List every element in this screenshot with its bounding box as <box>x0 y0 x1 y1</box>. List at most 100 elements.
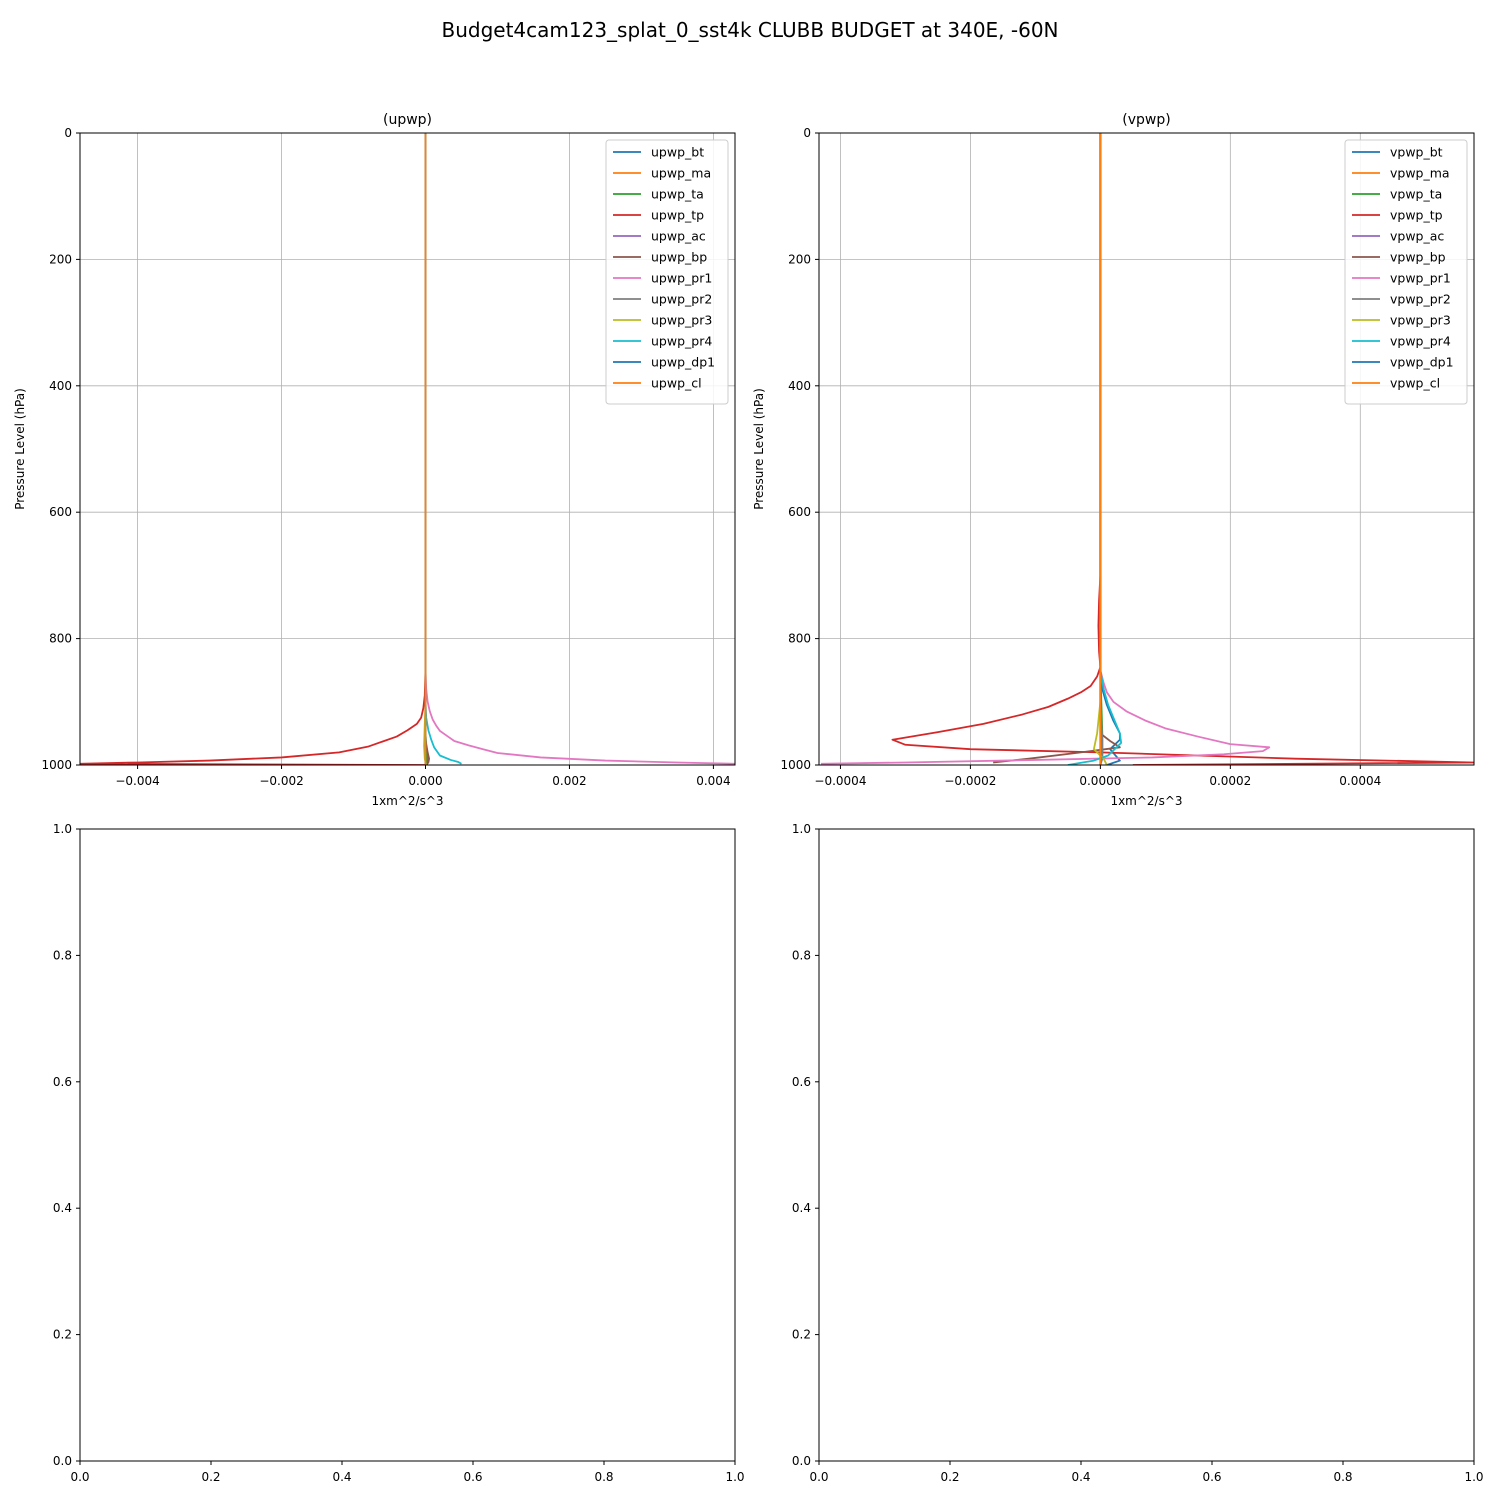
x-tick-label: 0.2 <box>940 1470 959 1484</box>
y-tick-label: 0.8 <box>53 948 72 962</box>
y-tick-label: 0.2 <box>792 1328 811 1342</box>
y-tick-label: 0.0 <box>792 1454 811 1468</box>
x-tick-label: 0.4 <box>1071 1470 1090 1484</box>
x-tick-label: −0.004 <box>115 774 159 788</box>
x-tick-label: 0.0 <box>70 1470 89 1484</box>
x-tick-label: −0.002 <box>259 774 303 788</box>
legend-label: vpwp_dp1 <box>1390 355 1454 370</box>
panel-4: 0.0 0.2 0.4 0.6 0.8 1.0 0.0 0.2 0.4 0.6 0.8 1.0 <box>792 822 1484 1484</box>
legend-item: vpwp_pr1 <box>1352 271 1451 286</box>
legend-label: upwp_pr4 <box>651 334 712 349</box>
y-tick-label: 800 <box>788 632 811 646</box>
y-tick-label: 0.4 <box>792 1201 811 1215</box>
legend-item: vpwp_cl <box>1352 376 1440 391</box>
legend-label: vpwp_pr4 <box>1390 334 1451 349</box>
legend-item: upwp_pr3 <box>613 313 712 328</box>
legend-label: vpwp_cl <box>1390 376 1440 391</box>
legend-label: vpwp_bt <box>1390 145 1443 160</box>
legend-label: upwp_bp <box>651 250 707 265</box>
legend-item: upwp_cl <box>613 376 702 391</box>
y-tick-label: 200 <box>788 252 811 266</box>
series-line-upwp_pr1 <box>424 133 735 765</box>
x-tick-label: 0.004 <box>696 774 730 788</box>
legend-label: vpwp_pr1 <box>1390 271 1451 286</box>
legend-box <box>605 139 729 405</box>
y-tick-label: 1.0 <box>53 822 72 836</box>
x-tick-label: 0.6 <box>1202 1470 1221 1484</box>
y-tick-label: 1000 <box>780 758 811 772</box>
y-tick-label: 0.0 <box>53 1454 72 1468</box>
legend-item: vpwp_dp1 <box>1352 355 1454 370</box>
axes-layer: −0.004 −0.002 0.000 0.002 0.004 0 200 400 600 800… <box>13 112 1484 1484</box>
legend-item: vpwp_tp <box>1352 208 1443 223</box>
legend-item: vpwp_pr4 <box>1352 334 1451 349</box>
legend-label: vpwp_pr3 <box>1390 313 1451 328</box>
legend-item: vpwp_bp <box>1352 250 1446 265</box>
series-line-vpwp_pr1 <box>820 133 1271 765</box>
legend: vpwp_bt vpwp_ma vpwp_ta vpwp_tp vpwp_ac vpwp_… <box>1344 139 1468 405</box>
legend-label: upwp_pr2 <box>651 292 712 307</box>
x-tick-label: 0.0 <box>809 1470 828 1484</box>
legend-label: vpwp_ma <box>1390 166 1450 181</box>
legend-item: upwp_bt <box>613 145 704 160</box>
y-tick-label: 0.8 <box>792 948 811 962</box>
legend-item: upwp_ma <box>613 166 711 181</box>
legend-label: vpwp_pr2 <box>1390 292 1451 307</box>
legend-item: vpwp_bt <box>1352 145 1443 160</box>
legend-item: upwp_ta <box>613 187 704 202</box>
y-tick-label: 0.4 <box>53 1201 72 1215</box>
y-tick-label: 600 <box>788 505 811 519</box>
x-tick-label: 0.8 <box>594 1470 613 1484</box>
legend-label: upwp_cl <box>651 376 702 391</box>
panel-3: 0.0 0.2 0.4 0.6 0.8 1.0 0.0 0.2 0.4 0.6 0.8 1.0 <box>53 822 745 1484</box>
legend-item: upwp_tp <box>613 208 704 223</box>
y-tick-label: 0 <box>803 126 811 140</box>
legend-label: upwp_tp <box>651 208 704 223</box>
y-tick-label: 0 <box>64 126 72 140</box>
legend-item: upwp_ac <box>613 229 706 244</box>
legend-label: upwp_ta <box>651 187 704 202</box>
y-axis-label: Pressure Level (hPa) <box>13 388 27 510</box>
legend-label: upwp_bt <box>651 145 704 160</box>
x-tick-label: 0.0002 <box>1209 774 1251 788</box>
legend-label: upwp_pr3 <box>651 313 712 328</box>
y-tick-label: 200 <box>49 252 72 266</box>
y-tick-label: 400 <box>49 379 72 393</box>
y-tick-label: 0.2 <box>53 1328 72 1342</box>
panel-1: −0.004 −0.002 0.000 0.002 0.004 0 200 400 600 800… <box>13 112 736 808</box>
figure-title: Budget4cam123_splat_0_sst4k CLUBB BUDGET… <box>441 18 1058 42</box>
legend-item: upwp_pr4 <box>613 334 712 349</box>
x-tick-label: 0.4 <box>332 1470 351 1484</box>
axes-frame <box>79 828 736 1462</box>
x-axis-label: 1xm^2/s^3 <box>1110 794 1182 808</box>
legend-label: upwp_ac <box>651 229 706 244</box>
legend-item: vpwp_pr3 <box>1352 313 1451 328</box>
series-group <box>820 133 1474 765</box>
axes-frame <box>818 828 1475 1462</box>
x-tick-label: −0.0004 <box>814 774 866 788</box>
panel-2: −0.0004 −0.0002 0.0000 0.0002 0.0004 0 200 400 6… <box>752 112 1475 808</box>
x-tick-label: 0.0004 <box>1339 774 1381 788</box>
legend-item: vpwp_ma <box>1352 166 1450 181</box>
x-tick-label: 0.002 <box>552 774 586 788</box>
x-tick-label: 0.6 <box>463 1470 482 1484</box>
y-tick-label: 1000 <box>41 758 72 772</box>
legend-label: upwp_pr1 <box>651 271 712 286</box>
legend-label: upwp_ma <box>651 166 711 181</box>
series-line-vpwp_tp <box>891 133 1474 765</box>
legend-label: vpwp_tp <box>1390 208 1443 223</box>
legend-item: upwp_dp1 <box>613 355 715 370</box>
x-tick-label: −0.0002 <box>944 774 996 788</box>
axes-frame <box>79 132 736 766</box>
y-tick-label: 1.0 <box>792 822 811 836</box>
series-line-upwp_tp <box>80 133 427 765</box>
legend-item: upwp_pr2 <box>613 292 712 307</box>
legend-item: vpwp_ac <box>1352 229 1444 244</box>
legend-item: vpwp_ta <box>1352 187 1442 202</box>
panel-title: (upwp) <box>383 112 432 128</box>
x-tick-label: 0.000 <box>408 774 442 788</box>
y-tick-label: 0.6 <box>53 1075 72 1089</box>
legend-box <box>1344 139 1468 405</box>
